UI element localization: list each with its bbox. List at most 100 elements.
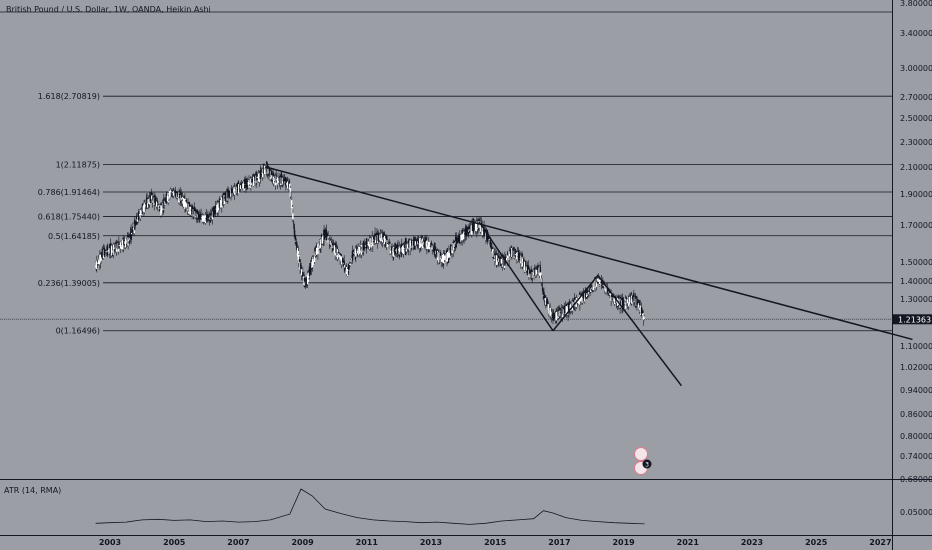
candle-body — [448, 249, 451, 258]
time-tick-label: 2021 — [677, 538, 700, 547]
candle-body — [96, 260, 98, 270]
price-badge — [893, 314, 932, 325]
events-badge[interactable]: 3 — [634, 447, 652, 475]
candle-body — [415, 240, 418, 244]
candle-body — [190, 206, 192, 216]
time-tick-label: 2023 — [741, 538, 763, 547]
candle-body — [365, 238, 368, 249]
time-tick-label: 2019 — [612, 538, 635, 547]
candle-body — [205, 214, 208, 221]
time-tick-label: 2005 — [163, 538, 186, 547]
candle-body — [196, 209, 198, 219]
fib-level-label: 1(2.11875) — [56, 161, 100, 170]
atr-tick-label: 0.05000 — [900, 508, 932, 517]
candle-body — [300, 262, 302, 272]
candle-body — [435, 249, 438, 255]
candle-body — [473, 221, 476, 230]
candle-body — [100, 254, 102, 261]
candle-body — [169, 189, 172, 197]
candle-body — [198, 213, 200, 218]
candle-body — [491, 247, 493, 250]
candle-body — [630, 295, 633, 304]
candle-body — [292, 213, 294, 220]
candle-body — [223, 195, 225, 205]
candle-body — [516, 252, 519, 262]
trendline — [478, 221, 554, 332]
candle-body — [463, 231, 465, 240]
candle-body — [290, 196, 292, 198]
candle-body — [611, 295, 614, 298]
candle-body — [502, 255, 504, 266]
candle-body — [177, 192, 179, 198]
candle-body — [231, 189, 233, 193]
candle-body — [439, 252, 441, 262]
candle-body — [118, 241, 120, 249]
candle-body — [164, 200, 166, 205]
candle-body — [167, 193, 169, 203]
fib-level-label: 0.786(1.91464) — [38, 188, 100, 197]
candle-body — [300, 269, 303, 276]
candle-body — [397, 245, 399, 253]
time-tick-label: 2003 — [99, 538, 121, 547]
price-tick-label: 1.50000 — [900, 258, 932, 267]
candle-body — [292, 221, 295, 223]
candle-body — [289, 183, 291, 190]
candle-body — [315, 247, 318, 255]
candle-body — [275, 174, 277, 183]
candle-body — [270, 172, 272, 178]
candle-body — [157, 203, 159, 206]
price-tick-label: 2.70000 — [900, 93, 932, 102]
fibonacci-retracement[interactable]: 1.618(2.70819) 1(2.11875) 0.786(1.91464) 0.… — [0, 92, 892, 336]
candle-body — [490, 246, 492, 248]
event-flag-icon[interactable] — [634, 447, 648, 461]
price-tick-label: 0.80000 — [900, 432, 932, 441]
candle-body — [127, 237, 129, 246]
candle-body — [372, 236, 374, 247]
candle-body — [96, 262, 99, 264]
candle-body — [262, 168, 264, 178]
candle-body — [346, 268, 349, 276]
candle-body — [600, 279, 603, 286]
candle-body — [295, 241, 298, 246]
candle-body — [341, 256, 343, 265]
candle-body — [343, 260, 345, 268]
event-count-badge — [642, 459, 652, 469]
candle-body — [641, 308, 643, 315]
trendline — [552, 274, 599, 332]
candle-body — [132, 226, 134, 233]
candle-body — [539, 264, 541, 273]
candle-body — [118, 245, 121, 247]
event-count: 3 — [645, 462, 649, 469]
candle-body — [289, 187, 292, 198]
candle-body — [430, 242, 432, 248]
fib-level-label: 0.236(1.39005) — [38, 279, 100, 288]
candle-body — [291, 206, 293, 214]
price-badge-label: 1.21363 — [898, 315, 931, 324]
candle-body — [546, 298, 548, 307]
candle-body — [387, 243, 389, 244]
candle-body — [345, 267, 348, 275]
candle-body — [360, 244, 363, 255]
candle-body — [609, 293, 611, 295]
candle-body — [492, 249, 494, 257]
candle-body — [595, 278, 598, 287]
candle-body — [496, 255, 498, 265]
time-tick-label: 2027 — [869, 538, 891, 547]
candle-body — [171, 189, 173, 194]
trendlines[interactable] — [265, 166, 913, 387]
candle-body — [230, 189, 232, 197]
time-tick-label: 2015 — [484, 538, 507, 547]
atr-indicator-plot — [95, 488, 645, 525]
chart-title: British Pound / U.S. Dollar, 1W, OANDA, … — [6, 5, 211, 14]
candle-body — [288, 181, 290, 188]
candle-body — [296, 244, 298, 250]
candle-body — [608, 292, 610, 294]
candle-body — [506, 254, 508, 263]
candle-body — [243, 179, 246, 188]
candle-body — [403, 247, 405, 250]
candle-body — [200, 213, 202, 220]
candle-body — [613, 297, 616, 305]
